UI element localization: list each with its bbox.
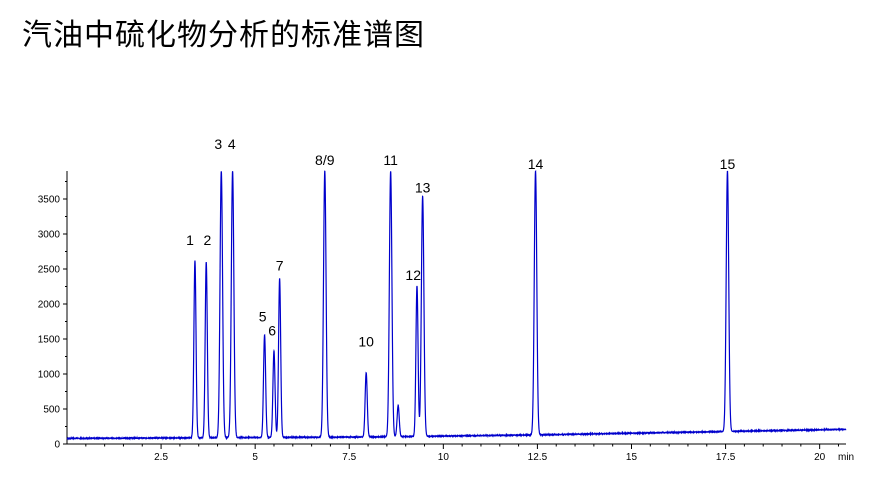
y-tick-label: 1000	[38, 370, 61, 381]
y-tick-label: 500	[43, 405, 60, 416]
x-tick-label: 5	[252, 452, 258, 463]
y-tick-label: 3500	[38, 195, 61, 206]
x-tick-label: 10	[438, 452, 450, 463]
peak-label-7: 7	[276, 257, 284, 273]
peak-label-4: 4	[228, 136, 236, 152]
peak-label-10: 10	[358, 334, 374, 350]
peak-label-15: 15	[720, 156, 736, 172]
peak-label-14: 14	[528, 156, 544, 172]
y-tick-label: 3000	[38, 230, 61, 241]
x-tick-label: 7.5	[342, 452, 356, 463]
chart-ticks: 0 500 1000 1500 2000 2500 3000 3500 2.5 5 7.5 10 12.…	[38, 181, 854, 463]
peak-label-5: 5	[259, 309, 267, 325]
peak-label-3: 3	[214, 136, 222, 152]
y-tick-label: 2500	[38, 265, 61, 276]
peak-label-6: 6	[268, 323, 276, 339]
x-tick-label: 20	[814, 452, 826, 463]
peak-label-2: 2	[203, 232, 211, 248]
peak-label-1: 1	[186, 232, 194, 248]
peak-label-13: 13	[415, 180, 431, 196]
y-tick-label: 1500	[38, 335, 61, 346]
peak-label-8-9: 8/9	[315, 152, 335, 168]
peak-label-11: 11	[383, 152, 398, 168]
y-tick-label: 2000	[38, 300, 61, 311]
peak-label-12: 12	[405, 267, 421, 283]
x-tick-label: 12.5	[528, 452, 548, 463]
chart-title: 汽油中硫化物分析的标准谱图	[22, 18, 425, 53]
x-tick-label: 15	[626, 452, 638, 463]
x-tick-label: 2.5	[154, 452, 168, 463]
x-tick-label: 17.5	[716, 452, 736, 463]
x-unit-label: min	[838, 452, 854, 463]
y-tick-label: 0	[54, 440, 60, 451]
chromatogram-trace	[66, 169, 847, 441]
